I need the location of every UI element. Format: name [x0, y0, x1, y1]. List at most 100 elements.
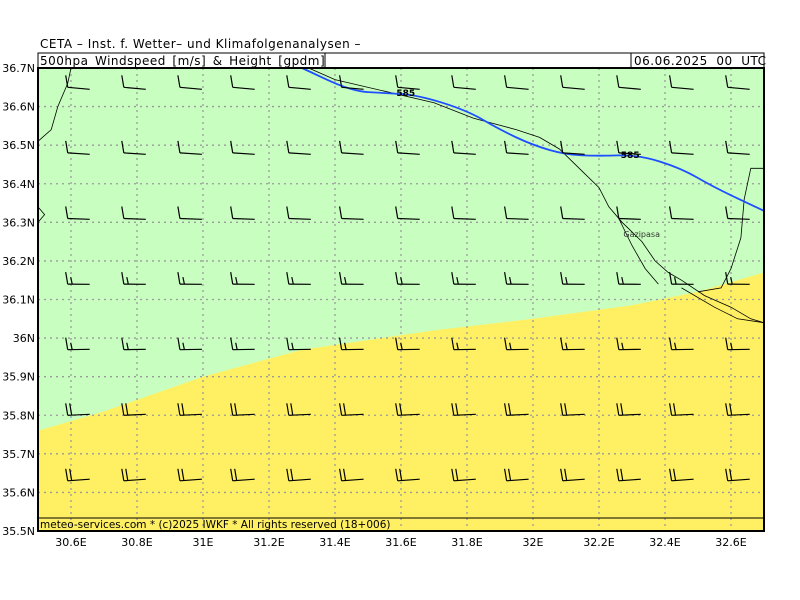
barb-half-flag	[674, 276, 677, 285]
barb-shaft	[341, 86, 364, 90]
barb-flag	[560, 206, 564, 219]
wind-barb	[177, 337, 202, 351]
barb-flag	[121, 468, 125, 481]
longitude-labels: 30.6E 30.8E 31E 31.2E 31.4E 31.6E 31.8E 32E 32.2…	[55, 536, 746, 549]
barb-flag	[560, 337, 564, 350]
barb-flag	[339, 403, 343, 416]
barb-shaft	[397, 86, 420, 90]
barb-flag	[616, 337, 620, 350]
barb-flag	[399, 403, 403, 416]
wind-barb	[725, 337, 750, 351]
barb-half-flag	[621, 276, 624, 285]
barb-flag	[177, 272, 181, 285]
barb-flag	[508, 403, 512, 416]
wind-barb	[451, 206, 476, 220]
barb-flag	[673, 403, 677, 416]
barb-half-flag	[70, 342, 73, 350]
wind-barb	[177, 206, 202, 220]
wind-barb	[339, 272, 364, 285]
inland-border	[618, 218, 659, 285]
barb-half-flag	[126, 276, 129, 285]
west-cape	[37, 206, 46, 223]
lat-tick-label: 35.8N	[2, 409, 35, 422]
barb-shaft	[506, 217, 529, 220]
barb-flag	[69, 468, 73, 481]
wind-barb	[451, 272, 476, 285]
barb-flag	[65, 468, 69, 481]
barb-shaft	[453, 217, 476, 220]
wind-barb	[395, 75, 420, 90]
wind-barb	[560, 140, 585, 155]
barb-shaft	[288, 152, 311, 155]
barb-shaft	[341, 217, 364, 220]
barb-flag	[669, 75, 673, 88]
barb-flag	[286, 206, 290, 219]
barb-flag	[560, 403, 564, 416]
barb-flag	[395, 75, 399, 88]
barb-shaft	[618, 217, 641, 220]
barb-shaft	[506, 86, 529, 90]
barb-flag	[616, 403, 620, 416]
wind-barb	[339, 75, 364, 90]
chart-datetime: 06.06.2025 00 UTC	[634, 54, 767, 68]
barb-shaft	[123, 86, 146, 90]
barb-half-flag	[674, 342, 677, 350]
barb-flag	[504, 337, 508, 350]
barb-shaft	[618, 152, 641, 155]
latitude-labels: 36.7N 36.6N 36.5N 36.4N 36.3N 36.2N 36.1N 36N 35…	[2, 62, 35, 538]
lat-tick-label: 36.6N	[2, 101, 35, 114]
west-coastline	[37, 67, 72, 142]
lon-tick-label: 30.8E	[121, 536, 152, 549]
wind-barb	[504, 140, 529, 155]
barb-flag	[181, 468, 185, 481]
lat-tick-label: 36.1N	[2, 294, 35, 307]
lat-tick-label: 35.6N	[2, 486, 35, 499]
wind-barb	[339, 206, 364, 220]
barb-half-flag	[400, 276, 403, 285]
barb-flag	[69, 403, 73, 416]
barb-flag	[564, 468, 568, 481]
barb-shaft	[288, 217, 311, 220]
barb-flag	[395, 337, 399, 350]
barb-flag	[504, 403, 508, 416]
coastline	[37, 67, 765, 324]
barb-flag	[343, 403, 347, 416]
wind-barb	[504, 272, 529, 285]
barb-flag	[669, 272, 673, 285]
barb-shaft	[123, 152, 146, 155]
barb-half-flag	[621, 342, 624, 350]
barb-flag	[230, 468, 234, 481]
barb-half-flag	[565, 276, 568, 285]
barb-flag	[339, 140, 343, 153]
wind-barb	[669, 468, 694, 482]
height-contours: 585 585	[301, 67, 765, 212]
barb-half-flag	[509, 342, 512, 350]
barb-flag	[230, 272, 234, 285]
wind-barb	[395, 337, 420, 351]
wind-barb	[451, 140, 476, 155]
wind-barb	[451, 468, 476, 482]
lat-tick-label: 36.4N	[2, 178, 35, 191]
barb-flag	[286, 75, 290, 88]
wind-barb	[230, 403, 255, 416]
wind-barb	[65, 468, 90, 482]
barb-flag	[560, 272, 564, 285]
barb-shaft	[67, 86, 90, 90]
barb-shaft	[179, 217, 202, 220]
wind-barb	[286, 206, 311, 220]
wind-barb	[504, 337, 529, 351]
lat-tick-label: 36.3N	[2, 216, 35, 229]
barb-flag	[504, 140, 508, 153]
barb-flag	[65, 206, 69, 219]
wind-barb	[616, 468, 641, 482]
barb-flag	[177, 140, 181, 153]
barb-half-flag	[291, 276, 294, 285]
barb-flag	[290, 403, 294, 416]
barb-half-flag	[182, 342, 185, 350]
barb-flag	[560, 468, 564, 481]
barb-shaft	[453, 86, 476, 90]
place-labels: Gazipasa	[623, 230, 660, 239]
wind-barb	[65, 403, 90, 416]
wind-barb	[669, 140, 694, 155]
grid-lines	[38, 68, 764, 531]
